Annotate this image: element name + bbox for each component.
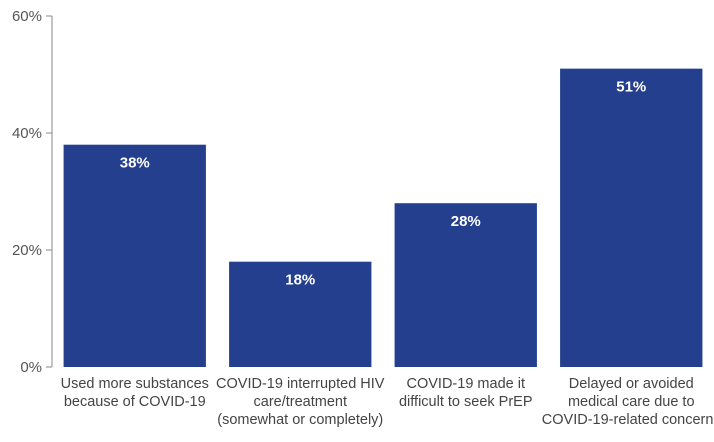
y-tick-label: 0%	[20, 359, 42, 376]
x-category-label-line: COVID-19 interrupted HIV	[216, 376, 385, 392]
y-axis: 0% 20% 40% 60%	[12, 8, 53, 376]
bar-value-label: 38%	[120, 155, 150, 172]
bar	[63, 144, 206, 367]
bar	[394, 203, 537, 367]
bar-value-label: 18%	[285, 272, 315, 289]
x-category-label: COVID-19 interrupted HIV care/treatment (s…	[216, 376, 385, 428]
bar	[560, 68, 703, 368]
y-tick-label: 20%	[12, 242, 42, 259]
x-category-label-line: care/treatment	[254, 394, 348, 410]
bar	[229, 261, 372, 367]
y-tick-label: 40%	[12, 125, 42, 142]
x-category-label-line: COVID-19 made it	[407, 376, 525, 392]
x-category-label: COVID-19 made it difficult to seek PrEP	[399, 376, 533, 410]
x-category-label-line: COVID-19-related concerns	[542, 412, 714, 428]
x-category-label: Used more substances because of COVID-19	[61, 376, 209, 410]
x-axis-labels: Used more substances because of COVID-19 C…	[61, 376, 714, 428]
x-category-label-line: (somewhat or completely)	[217, 412, 383, 428]
x-category-label-line: difficult to seek PrEP	[399, 394, 533, 410]
x-category-label-line: Delayed or avoided	[569, 376, 694, 392]
x-category-label-line: Used more substances	[61, 376, 209, 392]
x-category-label: Delayed or avoided medical care due to COV…	[542, 376, 714, 428]
bar-value-label: 28%	[451, 213, 481, 230]
x-category-label-line: because of COVID-19	[64, 394, 206, 410]
bars: 38% 18% 28% 51%	[63, 68, 703, 368]
y-tick-label: 60%	[12, 8, 42, 25]
bar-value-label: 51%	[616, 79, 646, 96]
x-category-label-line: medical care due to	[568, 394, 695, 410]
